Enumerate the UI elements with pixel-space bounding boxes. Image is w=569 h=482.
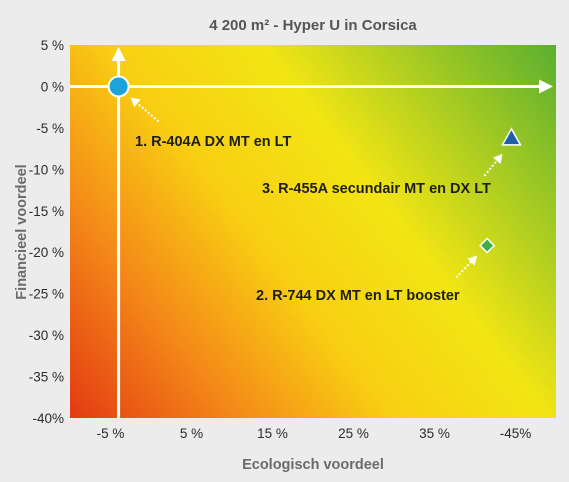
point-2-label: 2. R-744 DX MT en LT booster <box>256 288 460 304</box>
y-tick-label: -20 % <box>29 245 64 260</box>
y-tick-label: -10 % <box>29 162 64 177</box>
y-tick-label: -35 % <box>29 370 64 385</box>
points-layer: 1. R-404A DX MT en LT 3. R-455A secundair… <box>107 75 522 304</box>
y-tick-label: -15 % <box>29 204 64 219</box>
point-1-circle-marker <box>107 75 130 98</box>
x-tick-label: -45% <box>500 426 532 441</box>
y-tick-label: 0 % <box>41 79 64 94</box>
chart-title: 4 200 m² - Hyper U in Corsica <box>209 17 417 34</box>
x-axis-label: Ecologisch voordeel <box>242 457 384 473</box>
x-tick-label: -5 % <box>97 426 125 441</box>
point-3-triangle-marker <box>501 127 522 146</box>
axes-layer <box>70 47 553 418</box>
x-tick-label: 35 % <box>419 426 450 441</box>
x-tick-label: 15 % <box>257 426 288 441</box>
x-tick-label: 25 % <box>338 426 369 441</box>
vertical-axis-arrowhead <box>111 47 126 61</box>
y-tick-label: 5 % <box>41 38 64 53</box>
y-tick-label: -40% <box>32 411 64 426</box>
y-axis-label: Financieel voordeel <box>14 164 30 299</box>
ticks-layer: -5 % 5 % 15 % 25 % 35 % -45% 5 % 0 % -5 % -10 % -1… <box>29 38 532 441</box>
point-1-leader-arrow <box>130 97 160 123</box>
point-2-leader-arrow <box>455 255 478 279</box>
x-tick-label: 5 % <box>180 426 203 441</box>
point-3-label: 3. R-455A secundair MT en DX LT <box>262 181 491 197</box>
y-tick-label: -25 % <box>29 287 64 302</box>
point-2-diamond-marker <box>479 237 496 254</box>
y-tick-label: -30 % <box>29 328 64 343</box>
horizontal-axis-arrowhead <box>539 79 553 94</box>
point-1-label: 1. R-404A DX MT en LT <box>135 134 291 150</box>
y-tick-label: -5 % <box>36 121 64 136</box>
plot-background <box>70 45 556 418</box>
point-3-leader-arrow <box>483 153 503 177</box>
